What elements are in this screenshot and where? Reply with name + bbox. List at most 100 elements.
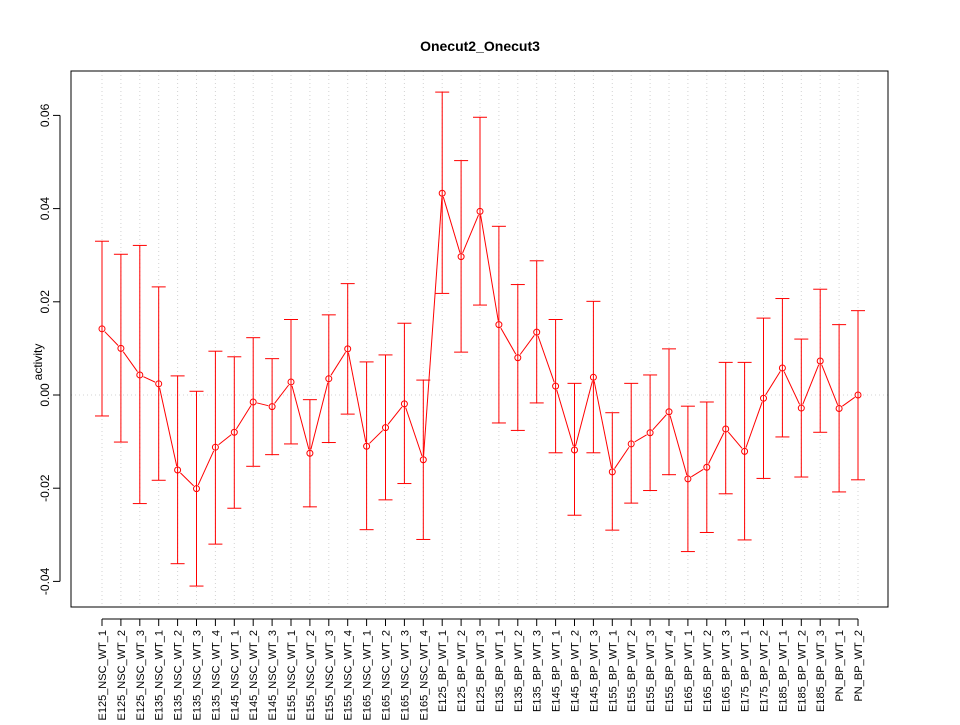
x-tick-label: E155_BP_WT_2 [626,630,638,712]
data-point [136,371,144,379]
x-tick-label: E125_NSC_WT_1 [97,630,109,720]
data-point [249,398,257,406]
y-tick-label: 0.04 [38,197,52,221]
data-point [211,443,219,451]
series-line-segment [593,381,613,469]
data-point [797,404,805,412]
x-tick-label: E135_NSC_WT_3 [192,630,204,720]
data-point [438,189,446,197]
data-point [684,475,692,483]
data-point [419,456,427,464]
plot-frame [70,70,889,608]
x-tick-label: E145_BP_WT_1 [551,630,563,712]
data-point [646,429,654,437]
series-line-segment [462,214,479,254]
data-point [741,447,749,455]
data-point [835,405,843,413]
x-tick-label: E155_BP_WT_4 [664,630,676,712]
data-point [344,345,352,353]
x-tick-label: E125_BP_WT_3 [475,630,487,712]
series-line-segment [197,450,215,486]
x-tick-label: E165_BP_WT_2 [702,630,714,712]
data-point [627,440,635,448]
x-tick-label: E135_NSC_WT_2 [173,630,185,720]
data-point [476,207,484,215]
x-tick-label: E165_NSC_WT_1 [362,630,374,720]
data-point [778,364,786,372]
x-tick-label: E165_BP_WT_3 [721,630,733,712]
series-line-segment [274,384,289,404]
x-tick-label: E185_BP_WT_3 [815,630,827,712]
x-tick-label: E135_BP_WT_3 [532,630,544,712]
data-point [533,328,541,336]
y-tick-label: 0.02 [38,290,52,314]
data-point [854,391,862,399]
chart-title: Onecut2_Onecut3 [420,38,540,54]
x-tick-label: E135_BP_WT_1 [494,630,506,712]
series-line-segment [519,335,535,355]
series-line-segment [423,197,443,456]
data-point [98,325,106,333]
x-tick-label: E155_NSC_WT_2 [305,630,317,720]
data-point [306,449,314,457]
data-point [287,378,295,386]
x-tick-label: E135_NSC_WT_1 [154,630,166,720]
x-tick-label: E155_NSC_WT_1 [286,630,298,720]
series-line-segment [256,402,269,407]
data-point [703,463,711,471]
series-line-segment [842,396,856,407]
series-line-segment [180,472,195,487]
x-tick-label: E125_BP_WT_2 [456,630,468,712]
data-point [514,354,522,362]
series-line-segment [783,371,801,405]
series-line-segment [330,351,346,376]
data-point [816,357,824,365]
data-point [457,253,465,261]
axis-layer: -0.04 -0.02 0.00 0.02 0.04 0.06 E125_NSC_WT_1 E… [38,103,865,720]
x-tick-label: E165_NSC_WT_2 [381,630,393,720]
series-line-segment [143,376,156,383]
series-line-segment [442,196,461,253]
x-tick-label: E145_BP_WT_2 [570,630,582,712]
x-tick-label: E125_BP_WT_1 [437,630,449,712]
series-line-segment [669,415,688,476]
series-line-segment [235,405,252,430]
data-point [400,400,408,408]
x-tick-label: E165_BP_WT_1 [683,630,695,712]
y-tick-label: -0.02 [38,474,52,502]
y-tick-label: 0.06 [38,103,52,127]
data-point [571,446,578,454]
data-point [382,424,389,432]
x-tick-label: E185_BP_WT_1 [777,630,789,712]
series-line-segment [369,430,384,444]
series-line-segment [745,401,763,448]
x-tick-label: E125_NSC_WT_3 [135,630,147,720]
series-line-segment [575,381,593,447]
data-point [117,344,125,352]
x-tick-label: PN_BP_WT_2 [853,630,865,702]
x-tick-label: E185_BP_WT_2 [796,630,808,712]
x-tick-label: E145_NSC_WT_2 [248,630,260,720]
x-tick-label: E155_BP_WT_1 [607,630,619,712]
data-point [722,425,730,433]
series-line-segment [291,385,310,450]
series-line-segment [122,351,138,372]
series-line-segment [218,434,232,446]
series-line-segment [708,432,725,464]
series-line-segment [614,446,630,469]
x-tick-label: E155_BP_WT_3 [645,630,657,712]
series-line-segment [802,364,820,405]
data-point [760,394,767,402]
series-line-segment [500,327,517,355]
x-tick-label: E155_NSC_WT_4 [343,630,355,720]
series-line-segment [765,371,781,396]
x-tick-label: E155_NSC_WT_3 [324,630,336,720]
y-tick-label: -0.04 [38,567,52,595]
x-tick-label: E145_BP_WT_3 [588,630,600,712]
series-line-segment [634,434,647,443]
data-point [495,321,503,329]
series-line-segment [727,431,743,449]
series-line-segment [691,468,704,478]
data-point [268,403,276,411]
series-line-segment [821,364,839,405]
